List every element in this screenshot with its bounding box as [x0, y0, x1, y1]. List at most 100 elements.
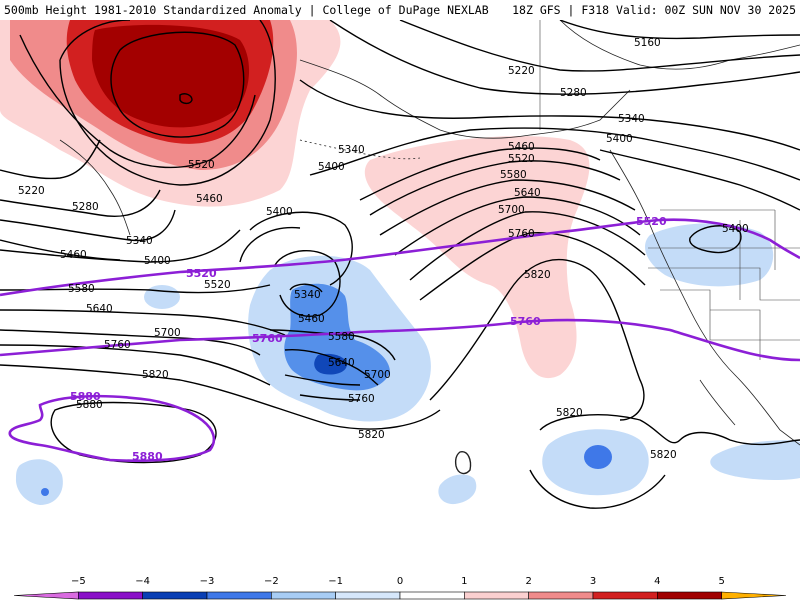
contour-5760-low	[299, 394, 361, 401]
contour-5700-r	[409, 211, 646, 281]
contour-5340-w	[0, 209, 176, 242]
label-5220-w: 5220	[18, 185, 45, 197]
label-5760-w: 5760	[104, 339, 131, 351]
label-5400-ne1: 5400	[606, 133, 633, 145]
contour-5580-w	[0, 284, 271, 294]
title-bar: 500mb Height 1981-2010 Standardized Anom…	[0, 0, 800, 20]
colorbar-swatch	[657, 591, 722, 600]
contour-5700-low	[284, 374, 361, 386]
purple-label-5520-e: 5520	[636, 215, 667, 228]
colorbar-tick-label: 3	[590, 576, 596, 587]
contour-5520-nw	[19, 34, 256, 169]
label-5280-w: 5280	[72, 201, 99, 213]
contour-5820-w	[0, 364, 441, 430]
label-5640-r: 5640	[514, 187, 541, 199]
label-5160: 5160	[634, 37, 661, 49]
contour-5640-low	[284, 348, 379, 386]
purple-contour-5520	[0, 218, 800, 297]
negative-anomaly-hawaii	[438, 474, 477, 505]
colorbar-swatch	[528, 591, 594, 600]
contour-5460-w	[0, 239, 121, 261]
negative-anomaly-low-medium	[284, 283, 390, 391]
label-5580-low: 5580	[328, 331, 355, 343]
purple-label-5760-c: 5760	[252, 332, 283, 345]
label-5520-r: 5520	[508, 153, 535, 165]
contour-5160-ne	[559, 20, 800, 40]
colorbar-swatch	[399, 591, 465, 600]
contour-5220-w	[0, 139, 101, 180]
label-5520-nw: 5520	[188, 159, 215, 171]
purple-label-5880-a: 5880	[70, 390, 101, 403]
colorbar-tick-label: −2	[264, 576, 279, 587]
contour-5280-w	[0, 189, 161, 217]
contour-5220-ne	[399, 20, 800, 72]
contour-5280-ne	[329, 20, 800, 95]
colorbar-tick-label: 1	[461, 576, 467, 587]
contour-5760-r	[419, 232, 646, 301]
label-5580-w: 5580	[68, 283, 95, 295]
label-5400-pnw: 5400	[722, 223, 749, 235]
contour-5400-pnw	[689, 225, 742, 254]
colorbar-tick-label: 0	[397, 576, 403, 587]
contour-5460-r	[359, 147, 601, 201]
negative-anomaly-west-blob	[144, 285, 180, 309]
contour-5580-low	[269, 329, 396, 361]
label-5460-nw: 5460	[196, 193, 223, 205]
border-nv	[710, 309, 761, 360]
label-5760-low: 5760	[348, 393, 375, 405]
negative-anomaly-sw	[15, 459, 63, 505]
kamchatka-coast	[59, 139, 131, 236]
height-contours	[0, 20, 800, 509]
highlight-contours	[0, 218, 800, 462]
label-5820-w: 5820	[142, 369, 169, 381]
colorbar-swatch	[335, 591, 401, 600]
label-5820-r: 5820	[524, 269, 551, 281]
contour-nw-low-inner	[110, 31, 245, 138]
colorbar-swatch	[271, 591, 336, 600]
colorbar-tick-labels: −5 −4 −3 −2 −1 0 1 2 3 4 5	[71, 576, 725, 587]
label-5220-ne: 5220	[508, 65, 535, 77]
label-5400-w: 5400	[144, 255, 171, 267]
contour-5520-r	[369, 160, 621, 216]
colorbar-swatch	[592, 591, 658, 600]
label-5880-sw: 5880	[76, 399, 103, 411]
anomaly-map: 5160 5220 5280 5340 5400 5400 5340 5400 …	[0, 20, 800, 570]
label-5820-se2: 5820	[650, 449, 677, 461]
label-5760-r: 5760	[508, 228, 535, 240]
purple-label-5520-w: 5520	[186, 267, 217, 280]
north-america-coast	[609, 149, 800, 446]
label-5640-w: 5640	[86, 303, 113, 315]
label-5280-ne: 5280	[560, 87, 587, 99]
map-title: 500mb Height 1981-2010 Standardized Anom…	[4, 3, 489, 17]
contour-5520-low	[239, 226, 301, 263]
purple-contour-5760	[0, 318, 800, 362]
contour-5760-w	[0, 344, 271, 386]
contour-5400-w	[0, 229, 241, 263]
label-5460-r: 5460	[508, 141, 535, 153]
colorbar-swatch	[142, 591, 208, 600]
label-5460-low: 5460	[298, 313, 325, 325]
label-5700-low: 5700	[364, 369, 391, 381]
colorbar-swatch	[78, 591, 143, 600]
contour-5820-se	[539, 414, 800, 446]
negative-anomaly-far-se	[710, 440, 800, 480]
purple-label-5880-b: 5880	[132, 450, 163, 463]
label-5400-c: 5400	[266, 206, 293, 218]
border-wa-or	[648, 267, 800, 301]
canada-coast	[559, 20, 800, 70]
model-valid-time: 18Z GFS | F318 Valid: 00Z SUN NOV 30 202…	[512, 3, 796, 17]
positive-anomaly-nw-max	[92, 24, 250, 128]
colorbar-tick-label: −3	[200, 576, 215, 587]
colorbar-tick-label: −5	[71, 576, 86, 587]
label-5460-w: 5460	[60, 249, 87, 261]
colorbar-swatch	[721, 591, 787, 600]
negative-anomaly-se-core	[584, 445, 612, 469]
colorbar-tick-label: 4	[654, 576, 660, 587]
label-5340-ne: 5340	[618, 113, 645, 125]
contour-5820-r	[429, 258, 645, 421]
contour-5640-r	[394, 196, 641, 256]
label-5580-r: 5580	[500, 169, 527, 181]
label-5700-r: 5700	[498, 204, 525, 216]
colorbar-swatch	[206, 591, 272, 600]
contour-5640-w	[0, 309, 286, 336]
